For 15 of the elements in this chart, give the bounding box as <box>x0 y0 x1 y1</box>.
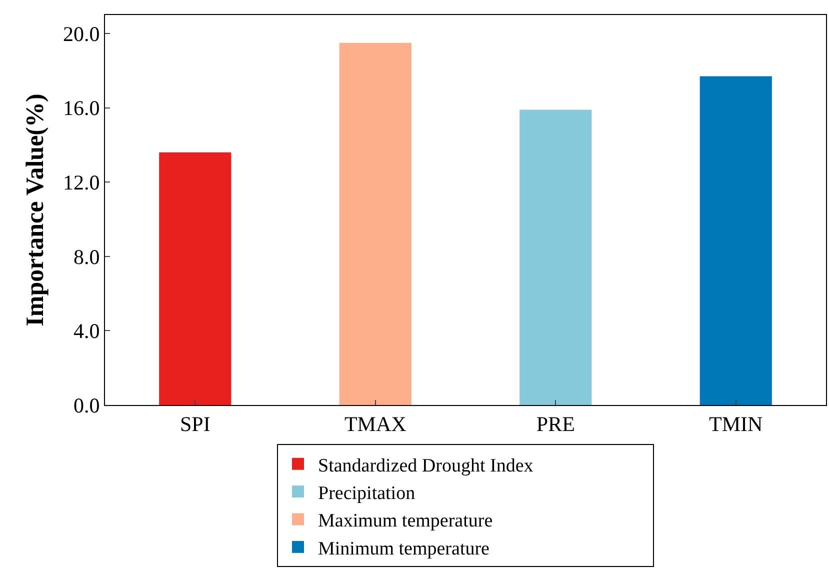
y-tick-label: 16.0 <box>63 96 100 120</box>
x-tick-label: SPI <box>180 412 210 436</box>
x-tick-label: PRE <box>536 412 575 436</box>
y-tick-label: 0.0 <box>74 393 100 418</box>
y-tick-label: 20.0 <box>63 22 100 46</box>
legend-label: Precipitation <box>318 482 416 504</box>
legend-label: Minimum temperature <box>318 538 490 560</box>
y-axis-title: Importance Value(%) <box>22 94 49 326</box>
x-tick-label: TMIN <box>709 412 763 436</box>
legend-label: Standardized Drought Index <box>318 455 534 476</box>
x-tick-label: TMAX <box>344 412 406 436</box>
y-tick-label: 8.0 <box>74 244 100 269</box>
y-tick-label: 12.0 <box>63 170 100 194</box>
y-tick-label: 4.0 <box>74 319 100 344</box>
legend-label: Maximum temperature <box>318 510 493 532</box>
